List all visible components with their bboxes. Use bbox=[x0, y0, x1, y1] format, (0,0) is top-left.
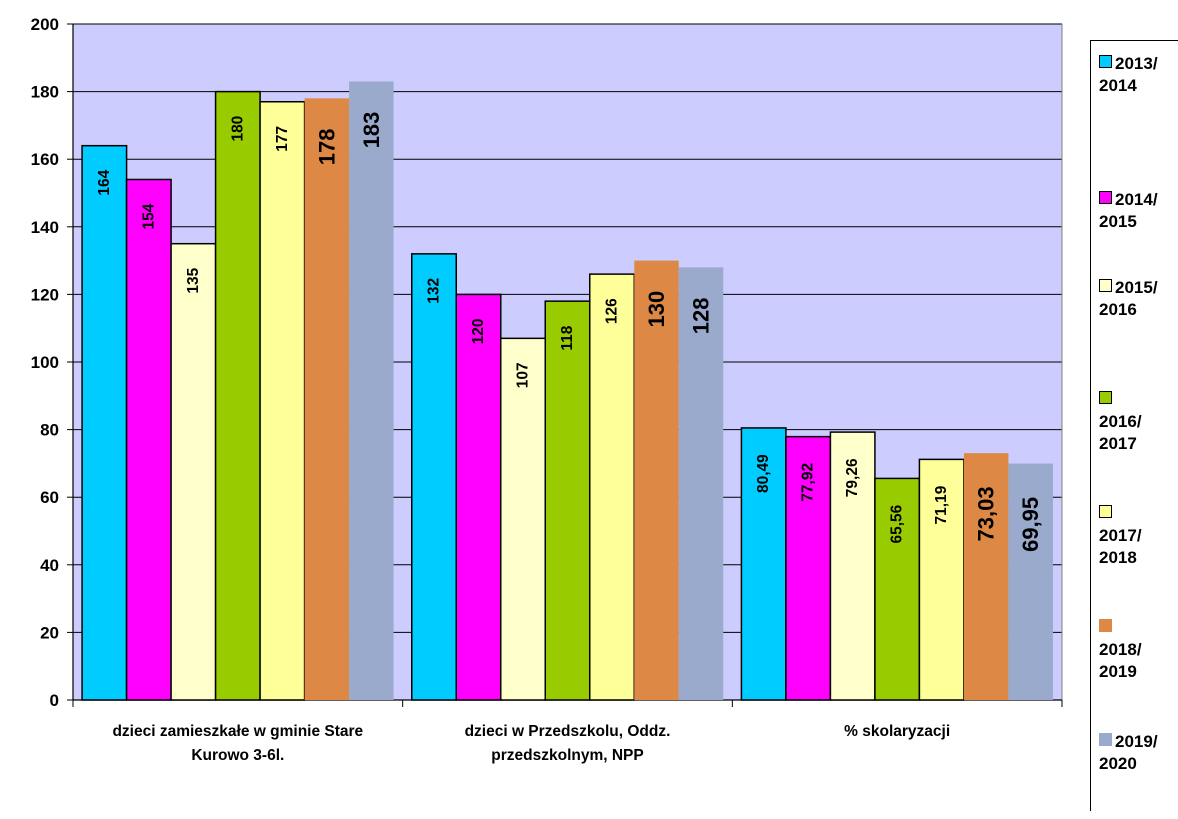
data-label: 126 bbox=[604, 298, 621, 324]
data-label: 69,95 bbox=[1018, 497, 1043, 552]
data-label: 79,26 bbox=[844, 458, 861, 497]
legend-item: 2013/2014 bbox=[1099, 53, 1178, 97]
bar bbox=[349, 81, 394, 700]
legend-item: 2018/2019 bbox=[1099, 617, 1178, 683]
bar bbox=[545, 301, 590, 700]
y-tick-label: 60 bbox=[40, 488, 59, 507]
legend-label: 2015/ bbox=[1115, 278, 1158, 297]
data-label: 71,19 bbox=[933, 485, 950, 524]
legend-swatch bbox=[1099, 279, 1112, 292]
y-tick-label: 200 bbox=[31, 15, 59, 34]
bar bbox=[216, 92, 260, 700]
data-label: 65,56 bbox=[889, 504, 906, 543]
legend-item: 2016/2017 bbox=[1099, 389, 1178, 455]
legend-label: 2016/ bbox=[1099, 412, 1142, 431]
data-label: 164 bbox=[96, 169, 113, 195]
data-label: 177 bbox=[274, 126, 291, 152]
data-label: 183 bbox=[359, 112, 384, 149]
data-label: 73,03 bbox=[974, 486, 999, 541]
bar bbox=[127, 179, 172, 700]
data-label: 80,49 bbox=[755, 454, 772, 493]
data-label: 77,92 bbox=[800, 463, 817, 502]
legend-label: 2015 bbox=[1099, 212, 1137, 231]
legend-label: 2016 bbox=[1099, 300, 1137, 319]
legend-label: 2014/ bbox=[1115, 190, 1158, 209]
data-label: 128 bbox=[689, 297, 714, 334]
y-tick-label: 140 bbox=[31, 218, 59, 237]
legend-item: 2017/2018 bbox=[1099, 503, 1178, 569]
legend-label: 2019/ bbox=[1115, 732, 1158, 751]
category-label: % skolaryzacji bbox=[844, 723, 950, 740]
legend-swatch bbox=[1099, 733, 1112, 746]
data-label: 178 bbox=[314, 128, 339, 165]
data-label: 120 bbox=[470, 318, 487, 344]
legend-label: 2018/ bbox=[1099, 640, 1142, 659]
bar bbox=[456, 294, 501, 700]
bar bbox=[412, 254, 457, 700]
category-label: dzieci w Przedszkolu, Oddz. bbox=[465, 723, 671, 740]
legend-label: 2018 bbox=[1099, 548, 1137, 567]
chart-legend: 2013/2014 2014/2015 2015/2016 2016/2017 2017… bbox=[1090, 40, 1178, 811]
bar bbox=[501, 338, 546, 700]
data-label: 180 bbox=[229, 116, 246, 142]
bar bbox=[82, 146, 127, 700]
y-tick-label: 0 bbox=[50, 691, 59, 710]
bar bbox=[305, 98, 350, 700]
legend-swatch bbox=[1099, 505, 1112, 518]
data-label: 130 bbox=[644, 291, 669, 328]
legend-label: 2013/ bbox=[1115, 54, 1158, 73]
legend-item: 2014/2015 bbox=[1099, 189, 1178, 233]
legend-swatch bbox=[1099, 55, 1112, 68]
bar bbox=[171, 244, 216, 700]
data-label: 135 bbox=[185, 267, 202, 293]
legend-label: 2019 bbox=[1099, 662, 1137, 681]
y-tick-label: 20 bbox=[40, 623, 59, 642]
legend-swatch bbox=[1099, 619, 1112, 632]
category-label: dzieci zamieszkałe w gminie Stare bbox=[112, 723, 363, 740]
y-tick-label: 100 bbox=[31, 353, 59, 372]
category-label: Kurowo 3-6l. bbox=[191, 747, 284, 764]
bar bbox=[590, 274, 635, 700]
y-tick-label: 40 bbox=[40, 556, 59, 575]
y-tick-label: 180 bbox=[31, 83, 59, 102]
bar bbox=[260, 102, 305, 700]
legend-label: 2017/ bbox=[1099, 526, 1142, 545]
y-tick-label: 160 bbox=[31, 150, 59, 169]
legend-item: 2015/2016 bbox=[1099, 277, 1178, 321]
bar-chart: 0 20 40 60 80 100 120 140 160 180 200 dzieci zamies… bbox=[0, 0, 1090, 819]
data-label: 154 bbox=[140, 203, 157, 229]
legend-label: 2014 bbox=[1099, 76, 1137, 95]
data-label: 118 bbox=[559, 325, 576, 350]
legend-swatch bbox=[1099, 391, 1112, 404]
category-label: przedszkolnym, NPP bbox=[491, 747, 643, 764]
data-label: 132 bbox=[426, 278, 443, 304]
legend-item: 2019/2020 bbox=[1099, 731, 1178, 775]
y-tick-label: 80 bbox=[40, 421, 59, 440]
legend-label: 2020 bbox=[1099, 754, 1137, 773]
data-label: 107 bbox=[515, 362, 532, 388]
legend-label: 2017 bbox=[1099, 434, 1137, 453]
y-tick-label: 120 bbox=[31, 285, 59, 304]
legend-swatch bbox=[1099, 191, 1112, 204]
